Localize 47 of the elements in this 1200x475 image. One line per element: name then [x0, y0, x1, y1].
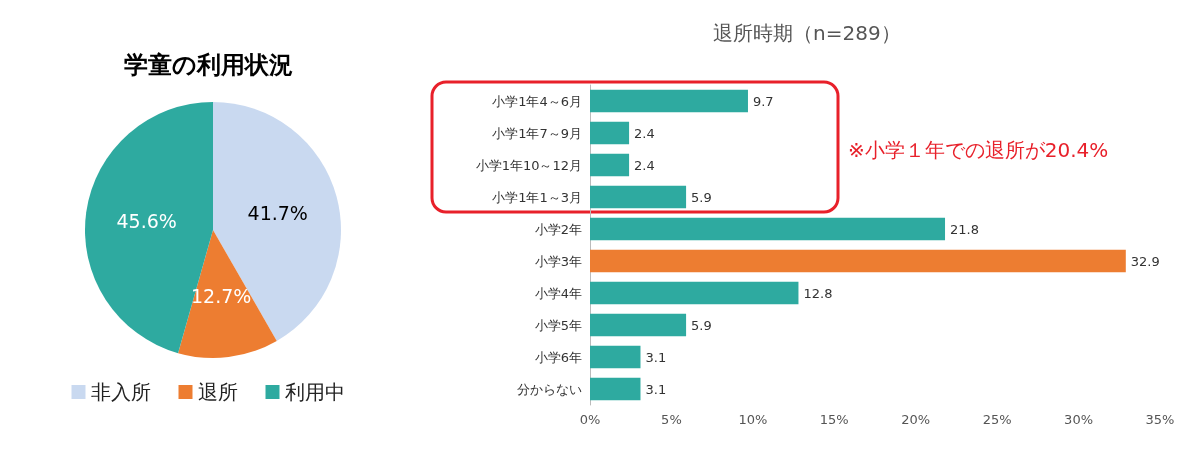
bar [590, 345, 641, 369]
data-label: 12.8 [803, 285, 833, 301]
data-label: 12.7% [191, 285, 252, 308]
y-tick-label: 分からない [517, 381, 582, 397]
data-label: 32.9 [1130, 253, 1160, 269]
chart-title: 学童の利用状況 [123, 51, 293, 79]
bar [590, 185, 687, 209]
legend-label: 非入所 [90, 380, 151, 404]
data-label: 5.9 [691, 189, 712, 205]
y-tick-label: 小学4年 [534, 285, 582, 301]
y-tick-label: 小学2年 [534, 221, 582, 237]
bar [590, 89, 748, 113]
x-tick-label: 5% [661, 412, 682, 427]
x-tick-label: 10% [738, 412, 768, 427]
bar [590, 121, 630, 145]
data-label: 45.6% [116, 209, 177, 232]
x-tick-label: 20% [901, 412, 931, 427]
bar [590, 281, 799, 305]
chart-title: 退所時期（n=289） [713, 21, 901, 45]
data-label: 3.1 [645, 381, 667, 397]
data-label: 2.4 [634, 157, 655, 173]
bar [590, 153, 630, 177]
annotation: ※小学１年での退所が20.4% [848, 138, 1109, 162]
bar [590, 249, 1126, 273]
x-tick-label: 30% [1064, 412, 1094, 427]
legend-label: 利用中 [284, 380, 345, 404]
bar [590, 217, 946, 241]
bar [590, 377, 641, 401]
x-tick-label: 25% [982, 412, 1012, 427]
x-tick-label: 15% [819, 412, 849, 427]
data-label: 41.7% [247, 201, 308, 224]
y-tick-label: 小学1年1～3月 [492, 189, 582, 205]
data-label: 3.1 [645, 349, 667, 365]
data-label: 9.7 [752, 93, 774, 109]
y-tick-label: 小学1年10～12月 [475, 157, 582, 173]
data-label: 2.4 [634, 125, 655, 141]
y-tick-label: 小学5年 [534, 317, 582, 333]
bar [590, 313, 687, 337]
y-tick-label: 小学3年 [534, 253, 582, 269]
data-label: 5.9 [691, 317, 712, 333]
data-label: 21.8 [950, 221, 979, 237]
legend-label: 退所 [197, 380, 238, 404]
y-tick-label: 小学1年7～9月 [492, 125, 582, 141]
x-tick-label: 35% [1145, 412, 1175, 427]
y-tick-label: 小学6年 [534, 349, 582, 365]
x-tick-label: 0% [579, 412, 601, 427]
y-tick-label: 小学1年4～6月 [492, 93, 582, 109]
